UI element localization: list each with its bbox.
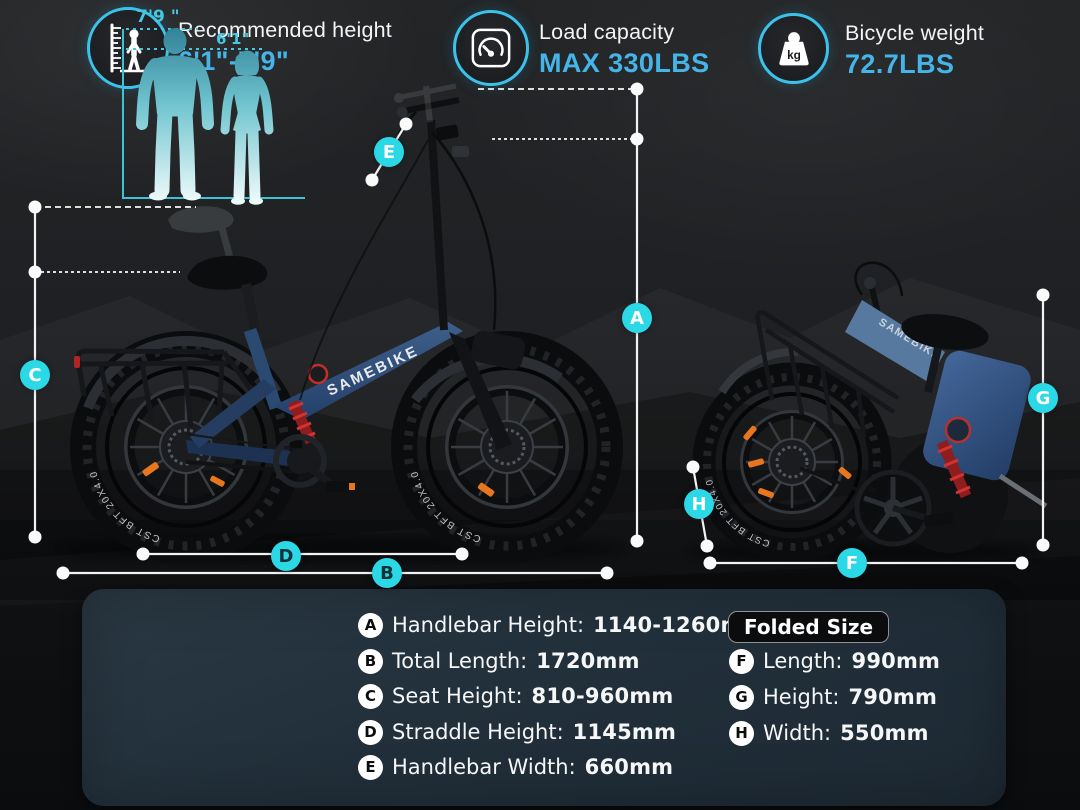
folded-kickstand (998, 473, 1048, 509)
rear-reflector (74, 356, 80, 368)
folded-seat-tube (845, 300, 945, 382)
spec-letter-badge: G (729, 684, 754, 710)
marker-folded-length: F (837, 548, 867, 578)
spec-row-handlebar-height: A Handlebar Height: 1140-1260mm (358, 611, 765, 639)
spec-row-straddle-height: D Straddle Height: 1145mm (358, 718, 676, 746)
spec-value: 1720mm (536, 649, 640, 673)
spec-letter-badge: A (358, 612, 383, 638)
spec-label: Height: (763, 685, 840, 709)
spec-row-folded-length: F Length: 990mm (729, 647, 940, 675)
spec-value: 660mm (584, 755, 674, 779)
folded-crankset (799, 466, 954, 547)
marker-total-length: B (372, 558, 402, 588)
height-dotted-lines (126, 28, 262, 50)
front-fork (449, 332, 512, 450)
gauge-icon (453, 10, 529, 86)
spec-letter-badge: D (358, 719, 383, 745)
folded-grip (864, 277, 876, 289)
frame-top-tube (273, 322, 463, 420)
saddle (187, 255, 268, 334)
spec-value: 810-960mm (531, 684, 674, 708)
folded-cables (854, 261, 904, 297)
folded-emblem (944, 416, 972, 444)
seat-tube (243, 327, 283, 411)
handlebar-stem (427, 119, 448, 331)
rear-cable (299, 139, 429, 401)
brake-cable (431, 131, 497, 331)
spec-letter-badge: F (729, 648, 754, 674)
rear-rack (75, 348, 257, 431)
spec-letter-badge: B (358, 648, 383, 674)
spec-letter-badge: C (358, 683, 383, 709)
spec-row-seat-height: C Seat Height: 810-960mm (358, 682, 673, 710)
chainstay (186, 440, 300, 467)
spec-value: 550mm (840, 721, 929, 745)
spec-label: Total Length: (392, 649, 528, 673)
folded-size-title: Folded Size (728, 611, 890, 643)
height-bracket (122, 29, 305, 199)
dimension-endpoints (28, 82, 1050, 580)
spec-value: 1145mm (572, 720, 677, 744)
male-silhouette (136, 28, 214, 201)
tall-height-label: 7'9 " (136, 7, 180, 27)
dimension-dashed-lines (35, 88, 637, 273)
spec-label: Length: (763, 649, 843, 673)
weight-kg-icon: kg (758, 13, 829, 84)
stat-value: 72.7LBS (845, 49, 955, 79)
marker-seat-height: C (20, 360, 50, 390)
seatstay (190, 379, 276, 448)
spec-label: Width: (763, 721, 832, 745)
crankset (185, 433, 355, 492)
spec-row-handlebar-width: E Handlebar Width: 660mm (358, 753, 673, 781)
folded-saddle (901, 314, 989, 393)
stat-label: Bicycle weight (845, 21, 985, 45)
marker-folded-width: H (684, 489, 714, 519)
height-comparison-chart: 7'9 " 6'1" (122, 7, 305, 205)
rear-fender (83, 335, 282, 410)
ghost-raised-handlebar (394, 83, 457, 123)
spec-label: Seat Height: (392, 684, 523, 708)
spec-row-total-length: B Total Length: 1720mm (358, 647, 640, 675)
stat-label: Recommended height (178, 18, 392, 42)
spec-label: Handlebar Height: (392, 613, 585, 637)
stat-value: MAX 330LBS (539, 48, 710, 78)
female-silhouette (220, 50, 274, 205)
marker-handlebar-height: A (622, 303, 652, 333)
spec-letter-badge: H (729, 720, 754, 746)
spec-label: Handlebar Width: (392, 755, 576, 779)
marker-folded-height: G (1028, 383, 1058, 413)
svg-text:kg: kg (787, 48, 801, 62)
folded-shock (936, 439, 972, 499)
spec-letter-badge: E (358, 754, 383, 780)
folded-rack (755, 310, 900, 439)
marker-straddle-height: D (271, 541, 301, 571)
folded-fender (718, 347, 799, 395)
folded-rear-wheel: CST BFT 20X4.0 (692, 362, 892, 562)
spec-label: Straddle Height: (392, 720, 564, 744)
short-height-label: 6'1" (216, 30, 249, 48)
spec-row-folded-height: G Height: 790mm (729, 683, 937, 711)
spec-value: 790mm (848, 685, 938, 709)
frame-bag (470, 330, 526, 370)
stat-label: Load capacity (539, 20, 675, 44)
marker-handlebar-width: E (374, 137, 404, 167)
spec-value: 990mm (851, 649, 941, 673)
spec-row-folded-width: H Width: 550mm (729, 719, 929, 747)
folded-bike-illustration: CST BFT 20X4.0 SAMEBIKE (692, 261, 1048, 562)
